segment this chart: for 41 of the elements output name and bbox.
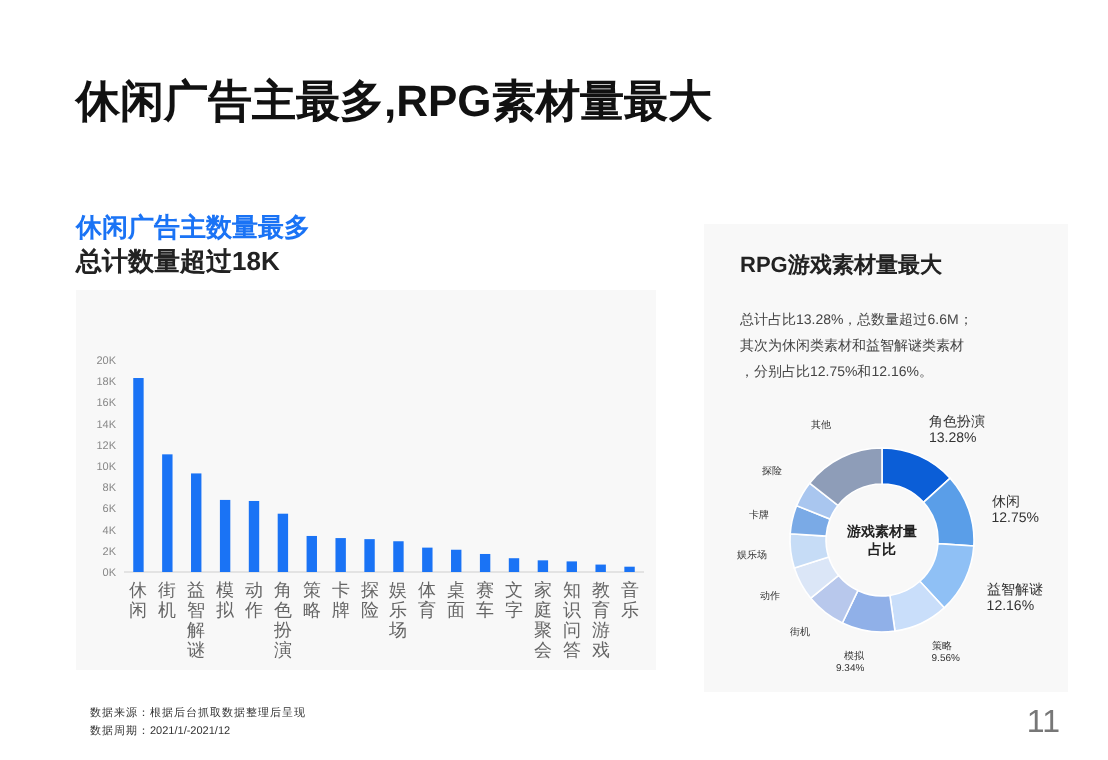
bar [335,538,346,572]
chart-title: 休闲广告主数量最多 [74,212,310,242]
bar [393,541,404,572]
text: 休闲广告主最多,RPG素材量最大 [74,76,714,126]
bar [364,539,375,572]
x-tick-label: 角色扮演 [271,580,292,660]
x-tick-label: 赛车 [476,580,495,620]
x-tick-label: 动作 [243,580,263,620]
x-tick-label: 休闲 [129,580,148,620]
x-tick-label: 教育游戏 [591,580,610,660]
x-tick-label: 音乐 [620,580,639,620]
bar [306,535,317,572]
bar [451,549,462,572]
x-tick-label: 街机 [158,580,177,620]
x-tick-label: 知识问答 [562,580,581,660]
bar [162,454,173,572]
x-tick-label: 策略 [302,580,321,620]
bar [248,500,260,572]
text: 11 [1026,706,1061,740]
bar [595,564,606,572]
bar [566,561,577,572]
x-tick-label: 文字 [505,580,523,620]
bar [422,547,433,572]
bar [624,566,635,572]
x-tick-label: 体育 [418,580,437,620]
x-tick-label: 模拟 [216,580,237,620]
x-tick-label: 探险 [360,580,379,620]
chart-subtitle: 总计数量超过18K [74,246,281,276]
bar [277,513,289,572]
bar [508,558,520,572]
x-tick-label: 益智解谜 [187,580,206,660]
chart-title: RPG游戏素材量最大 [740,252,944,278]
x-tick-label: 桌面 [447,580,466,620]
x-tick-label: 卡牌 [331,580,350,620]
bar [479,553,491,572]
x-tick-label: 家庭聚会 [533,580,552,660]
x-tick-label: 娱乐场 [387,580,408,640]
bar [191,473,202,572]
bar [219,499,231,572]
bar [537,560,549,572]
bar [133,378,144,572]
